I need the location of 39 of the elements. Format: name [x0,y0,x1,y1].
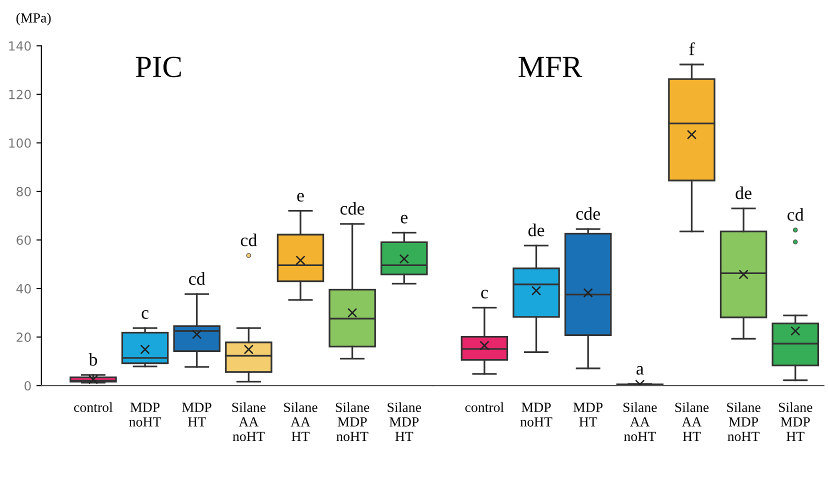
y-tick-label: 60 [16,235,31,245]
x-tick-label: MDP noHT [520,402,552,427]
chart-title: MFR [518,56,582,77]
x-tick-label: Silane MDP noHT [336,402,370,442]
annotation: cd [189,272,206,285]
annotation: de [736,186,752,200]
x-tick-label: Silane MDP noHT [727,402,760,442]
x-tick-label: Silane MDP HT [388,402,422,441]
y-axis-title: (MPa) [16,12,51,26]
chart-title: PIC [136,56,181,78]
x-tick-label: control [465,402,504,412]
annotation: c [142,310,148,319]
annotation: de [528,224,544,236]
annotation: cde [340,202,364,215]
x-tick-label: Silane AA noHT [623,402,657,442]
annotation: cd [240,234,257,246]
x-tick-label: Silane MDP HT [778,402,812,441]
y-tick-label: 40 [16,284,31,294]
x-tick-label: MDP HT [182,402,212,426]
annotation: e [297,192,304,202]
annotation: cde [576,207,600,220]
x-tick-label: MDP noHT [129,402,162,427]
y-tick-label: 100 [9,138,31,148]
y-tick-label: 120 [9,90,31,100]
x-tick-label: Silane AA HT [675,402,709,441]
annotation: e [400,214,408,224]
y-tick-label: 0 [24,381,31,391]
x-tick-label: Silane AA HT [284,402,318,441]
annotation: f [689,42,695,56]
x-tick-label: control [74,402,113,412]
annotation: c [481,290,488,298]
annotation: a [636,366,644,375]
y-tick-label: 140 [9,41,31,51]
annotation: cd [788,208,804,221]
x-tick-label: MDP HT [573,402,603,426]
x-tick-label: Silane AA noHT [232,402,266,442]
y-tick-label: 80 [16,186,31,196]
y-tick-label: 20 [16,332,31,342]
annotation: b [88,352,98,366]
